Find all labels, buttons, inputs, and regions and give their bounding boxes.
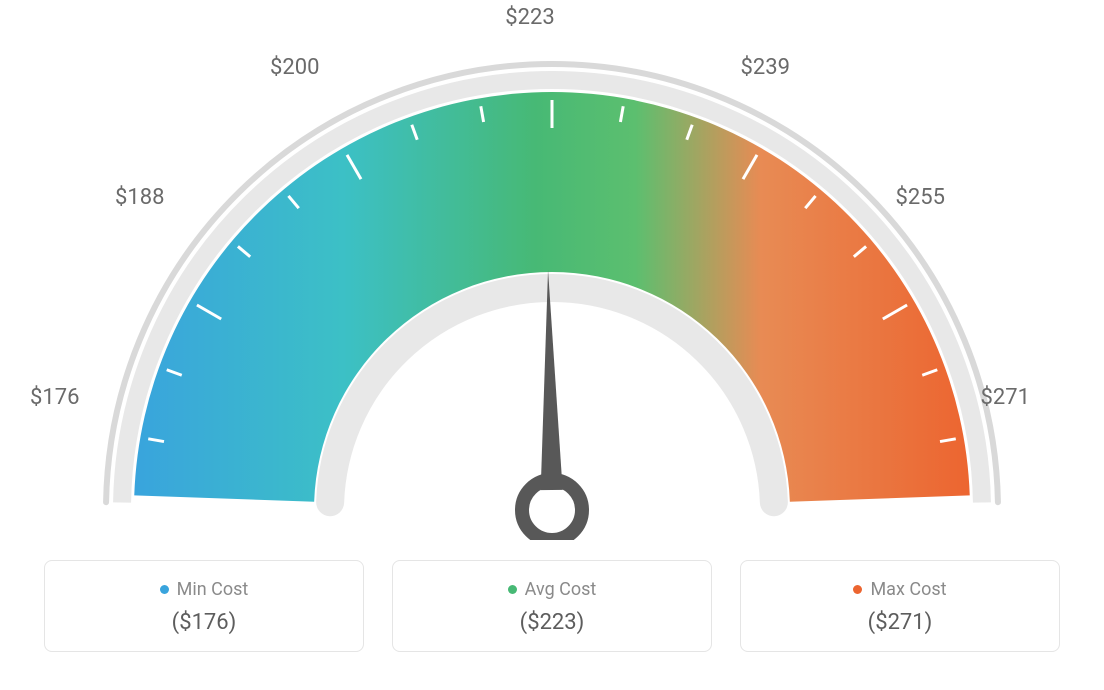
gauge-tick-label: $271: [981, 385, 1030, 410]
gauge-tick-label: $255: [896, 185, 945, 210]
cost-gauge: $176 $188 $200 $223 $239 $255 $271: [0, 0, 1104, 540]
legend-value-min: ($176): [55, 610, 353, 635]
legend-title-min: Min Cost: [177, 579, 249, 600]
gauge-tick-label: $239: [741, 55, 790, 80]
legend-title-avg: Avg Cost: [525, 579, 597, 600]
legend-value-max: ($271): [751, 610, 1049, 635]
legend-title-max: Max Cost: [870, 579, 946, 600]
legend-value-avg: ($223): [403, 610, 701, 635]
gauge-tick-label: $200: [270, 55, 319, 80]
legend: Min Cost ($176) Avg Cost ($223) Max Cost…: [0, 560, 1104, 652]
gauge-tick-label: $188: [115, 185, 164, 210]
dot-avg: [508, 585, 517, 594]
legend-card-avg: Avg Cost ($223): [392, 560, 712, 652]
dot-max: [853, 585, 862, 594]
dot-min: [160, 585, 169, 594]
legend-card-max: Max Cost ($271): [740, 560, 1060, 652]
gauge-tick-label: $223: [505, 5, 554, 30]
gauge-svg: [0, 0, 1104, 540]
gauge-tick-label: $176: [30, 385, 79, 410]
legend-card-min: Min Cost ($176): [44, 560, 364, 652]
